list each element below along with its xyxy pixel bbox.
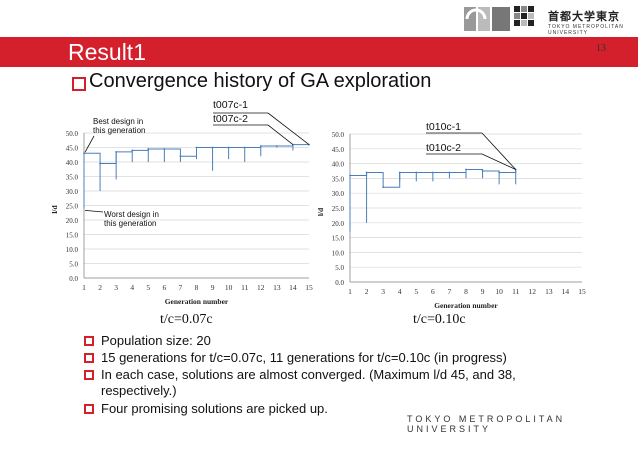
y-tick-label: 20.0 [66,217,79,225]
design-label-t010c-2: t010c-2 [426,142,461,154]
y-tick-label: 30.0 [332,190,345,198]
x-tick-label: 14 [562,287,570,296]
design-label-t007c-2: t007c-2 [213,113,248,125]
footer-university: TOKYO METROPOLITAN UNIVERSITY [407,414,566,434]
x-tick-label: 14 [289,283,297,292]
chart-tc007: 0.0 5.0 10.0 15.0 20.0 25.0 30.0 35.0 40.0 45.0 50… [50,100,313,306]
page-number: 13 [596,43,606,54]
university-logo-grid [514,6,540,32]
university-logo-mark [462,5,512,33]
x-tick-label: 4 [398,287,402,296]
y-tick-label: 25.0 [332,205,345,213]
chart-tc010: 0.0 5.0 10.0 15.0 20.0 25.0 30.0 35.0 40.0 45.0 50… [316,121,586,310]
annotation-arrow [267,124,294,145]
annotation-arrow [84,210,104,213]
bullet-text: In each case, solutions are almost conve… [101,367,516,398]
bullet-text: Population size: 20 [101,333,211,348]
x-tick-label: 10 [225,283,233,292]
title-bar [0,37,638,67]
bullet-text: 15 generations for t/c=0.07c, 11 generat… [101,350,507,365]
y-tick-label: 20.0 [332,220,345,228]
x-tick-label: 8 [195,283,199,292]
best-design-annotation: Best design in [93,117,143,126]
y-tick-label: 45.0 [332,146,345,154]
design-label-t007c-1: t007c-1 [213,100,248,111]
y-tick-label: 35.0 [332,175,345,183]
worst-design-annotation: Worst design in [104,210,159,219]
y-tick-label: 0.0 [335,279,344,287]
slide-title: Result1 [68,39,146,65]
best-design-point [382,186,385,189]
x-tick-label: 1 [82,283,86,292]
annotation-arrow [481,132,517,170]
annotation-arrow [84,135,95,153]
x-tick-label: 8 [464,287,468,296]
best-design-annotation: this generation [93,126,145,135]
x-tick-label: 15 [578,287,586,296]
section-heading: Convergence history of GA exploration [89,70,432,92]
x-tick-label: 15 [305,283,313,292]
bullet-icon [84,353,94,363]
x-tick-label: 13 [545,287,553,296]
x-tick-label: 3 [381,287,385,296]
annotation-arrow [481,153,516,170]
y-tick-label: 40.0 [332,161,345,169]
right-chart-caption: t/c=0.10c [413,312,466,327]
logo-english-name: TOKYO METROPOLITAN UNIVERSITY [548,24,624,36]
x-tick-label: 9 [481,287,485,296]
y-tick-label: 15.0 [66,232,79,240]
left-chart-caption: t/c=0.07c [160,312,213,327]
x-tick-label: 5 [146,283,150,292]
y-tick-label: 15.0 [332,235,345,243]
charts-area: 0.05.010.015.020.025.030.035.040.045.050… [50,100,586,310]
y-tick-label: 5.0 [69,261,78,269]
y-tick-label: 10.0 [66,246,79,254]
logo-japanese-name: 首都大学東京 [548,10,620,23]
y-tick-label: 50.0 [332,131,345,139]
y-tick-label: 5.0 [335,264,344,272]
bullet-text: Four promising solutions are picked up. [101,401,328,416]
x-tick-label: 2 [365,287,369,296]
x-axis-label: Generation number [434,301,498,310]
worst-design-annotation: this generation [104,219,156,228]
x-tick-label: 7 [448,287,452,296]
y-tick-label: 30.0 [66,188,79,196]
y-tick-label: 45.0 [66,145,79,153]
y-axis-label: l/d [316,207,325,216]
bullet-icon [84,370,94,380]
x-tick-label: 6 [162,283,166,292]
x-tick-label: 3 [114,283,118,292]
y-tick-label: 50.0 [66,130,79,138]
x-tick-label: 11 [512,287,519,296]
x-tick-label: 12 [257,283,265,292]
x-axis-label: Generation number [165,297,229,306]
x-tick-label: 12 [529,287,537,296]
y-axis-label: l/d [50,205,59,214]
x-tick-label: 4 [130,283,134,292]
best-design-series [350,169,517,188]
annotation-arrow [267,112,310,145]
x-tick-label: 5 [414,287,418,296]
bullet-icon [84,336,94,346]
x-tick-label: 9 [211,283,215,292]
x-tick-label: 13 [273,283,281,292]
x-tick-label: 7 [179,283,183,292]
y-tick-label: 25.0 [66,203,79,211]
x-tick-label: 10 [495,287,503,296]
y-tick-label: 0.0 [69,275,78,283]
design-label-t010c-1: t010c-1 [426,121,461,133]
x-tick-label: 6 [431,287,435,296]
heading-bullet-icon [72,77,86,91]
x-tick-label: 1 [348,287,352,296]
y-tick-label: 10.0 [332,249,345,257]
x-tick-label: 11 [241,283,248,292]
y-tick-label: 40.0 [66,159,79,167]
bullet-icon [84,404,94,414]
y-tick-label: 35.0 [66,174,79,182]
x-tick-label: 2 [98,283,102,292]
